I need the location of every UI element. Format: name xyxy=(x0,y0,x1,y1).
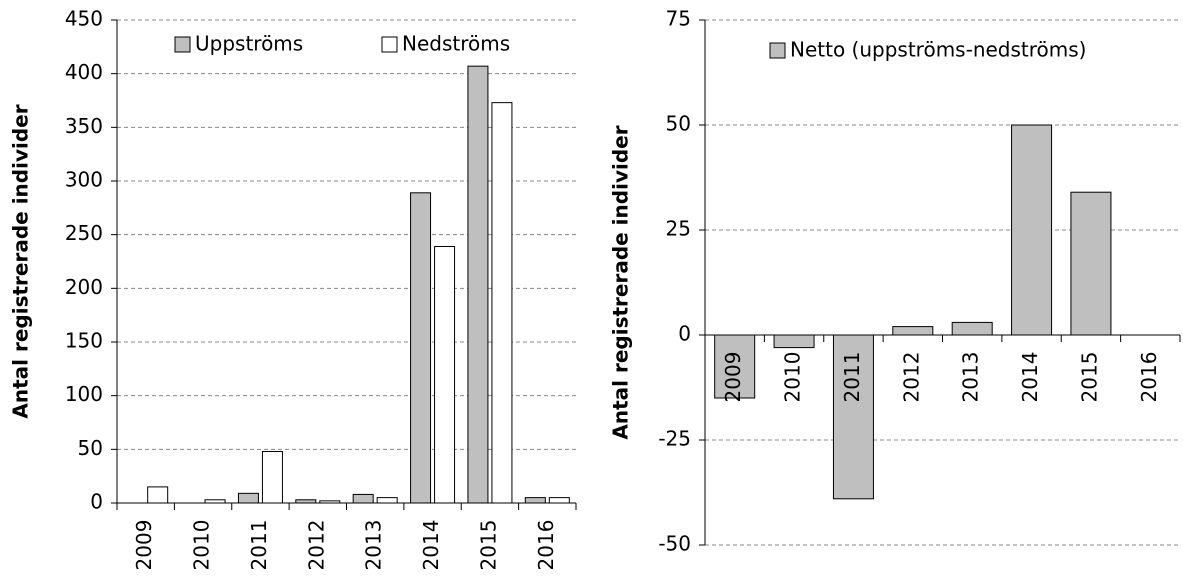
bar xyxy=(1011,124,1053,336)
bar xyxy=(319,500,341,504)
y-tick-label: 50 xyxy=(78,436,103,460)
bar xyxy=(467,65,489,504)
x-tick-label: 2013 xyxy=(959,352,983,403)
bar xyxy=(261,450,283,504)
y-tick-label: -50 xyxy=(658,532,691,556)
bar xyxy=(204,499,226,504)
x-tick-label: 2010 xyxy=(781,352,805,403)
legend-swatch xyxy=(381,36,398,53)
y-tick-label: 450 xyxy=(65,7,103,31)
legend-swatch xyxy=(174,36,191,53)
x-tick-label: 2014 xyxy=(1018,352,1042,403)
y-tick-label: 400 xyxy=(65,60,103,84)
bar xyxy=(714,334,756,399)
bar xyxy=(434,245,456,504)
y-tick-label: 25 xyxy=(666,217,691,241)
y-tick-label: 100 xyxy=(65,382,103,406)
y-tick-label: 0 xyxy=(90,490,103,514)
legend-label: Uppströms xyxy=(195,32,303,56)
bar xyxy=(892,326,934,336)
y-tick-label: 0 xyxy=(678,322,691,346)
legend-label: Netto (uppströms-nedströms) xyxy=(790,38,1086,62)
x-tick-label: 2015 xyxy=(1077,352,1101,403)
x-tick-label: 2014 xyxy=(419,520,443,571)
x-tick-label: 2010 xyxy=(190,520,214,571)
bar xyxy=(1070,191,1112,336)
y-tick-label: 350 xyxy=(65,114,103,138)
bar xyxy=(352,493,374,504)
legend-label: Nedströms xyxy=(402,32,510,56)
bar xyxy=(524,497,546,504)
y-tick-label: 50 xyxy=(666,112,691,136)
y-tick-label: 150 xyxy=(65,329,103,353)
bar xyxy=(147,486,169,504)
x-tick-label: 2013 xyxy=(362,520,386,571)
bar xyxy=(951,321,993,336)
y-axis-label: Antal registrerade individer xyxy=(9,104,33,418)
x-tick-label: 2016 xyxy=(1137,352,1161,403)
bar xyxy=(376,497,398,504)
bar xyxy=(548,497,570,504)
x-tick-label: 2011 xyxy=(840,352,864,403)
y-tick-label: 75 xyxy=(666,7,691,31)
y-tick-label: 200 xyxy=(65,275,103,299)
x-tick-label: 2009 xyxy=(721,352,745,403)
legend-swatch xyxy=(769,42,786,59)
x-tick-label: 2011 xyxy=(247,520,271,571)
x-tick-label: 2015 xyxy=(476,520,500,571)
x-tick-label: 2016 xyxy=(534,520,558,571)
bar xyxy=(410,192,432,504)
bar xyxy=(832,334,874,500)
x-tick-label: 2012 xyxy=(304,520,328,571)
x-tick-label: 2009 xyxy=(132,520,156,571)
y-axis-label: Antal registrerade individer xyxy=(609,125,633,439)
bar xyxy=(773,334,815,349)
y-tick-label: 300 xyxy=(65,168,103,192)
bar xyxy=(491,102,513,504)
bar xyxy=(237,492,259,504)
bar xyxy=(295,499,317,504)
y-tick-label: 250 xyxy=(65,221,103,245)
x-tick-label: 2012 xyxy=(899,352,923,403)
y-tick-label: -25 xyxy=(658,427,691,451)
